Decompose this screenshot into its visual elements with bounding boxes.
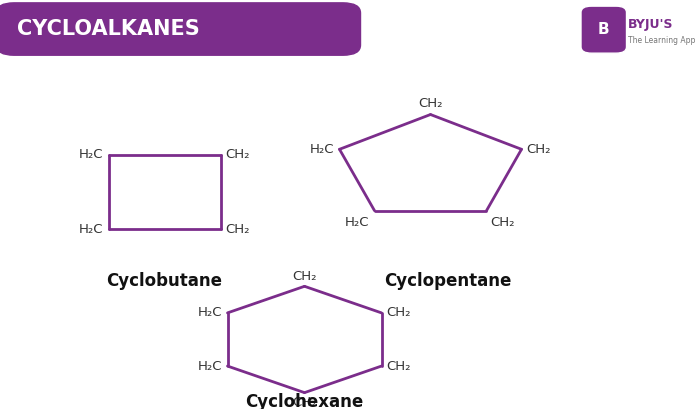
FancyBboxPatch shape (0, 3, 360, 55)
Text: CH₂: CH₂ (526, 143, 551, 156)
Text: H₂C: H₂C (310, 143, 335, 156)
Text: BYJU'S: BYJU'S (628, 18, 673, 31)
Text: H₂C: H₂C (79, 223, 104, 236)
Text: Cyclohexane: Cyclohexane (246, 393, 363, 409)
Text: CYCLOALKANES: CYCLOALKANES (18, 19, 200, 39)
Text: H₂C: H₂C (79, 148, 104, 161)
Text: CH₂: CH₂ (386, 306, 411, 319)
Text: CH₂: CH₂ (386, 360, 411, 373)
Text: CH₂: CH₂ (293, 270, 316, 283)
Text: H₂C: H₂C (198, 360, 223, 373)
Text: B: B (598, 22, 610, 37)
Text: Cyclopentane: Cyclopentane (384, 272, 512, 290)
Text: CH₂: CH₂ (225, 148, 250, 161)
Text: CH₂: CH₂ (419, 97, 442, 110)
Text: CH₂: CH₂ (490, 216, 514, 229)
Text: H₂C: H₂C (345, 216, 370, 229)
Text: Cyclobutane: Cyclobutane (106, 272, 223, 290)
Text: CH₂: CH₂ (293, 396, 316, 409)
Text: H₂C: H₂C (198, 306, 223, 319)
Text: The Learning App: The Learning App (628, 36, 695, 45)
FancyBboxPatch shape (581, 6, 626, 53)
Text: CH₂: CH₂ (225, 223, 250, 236)
